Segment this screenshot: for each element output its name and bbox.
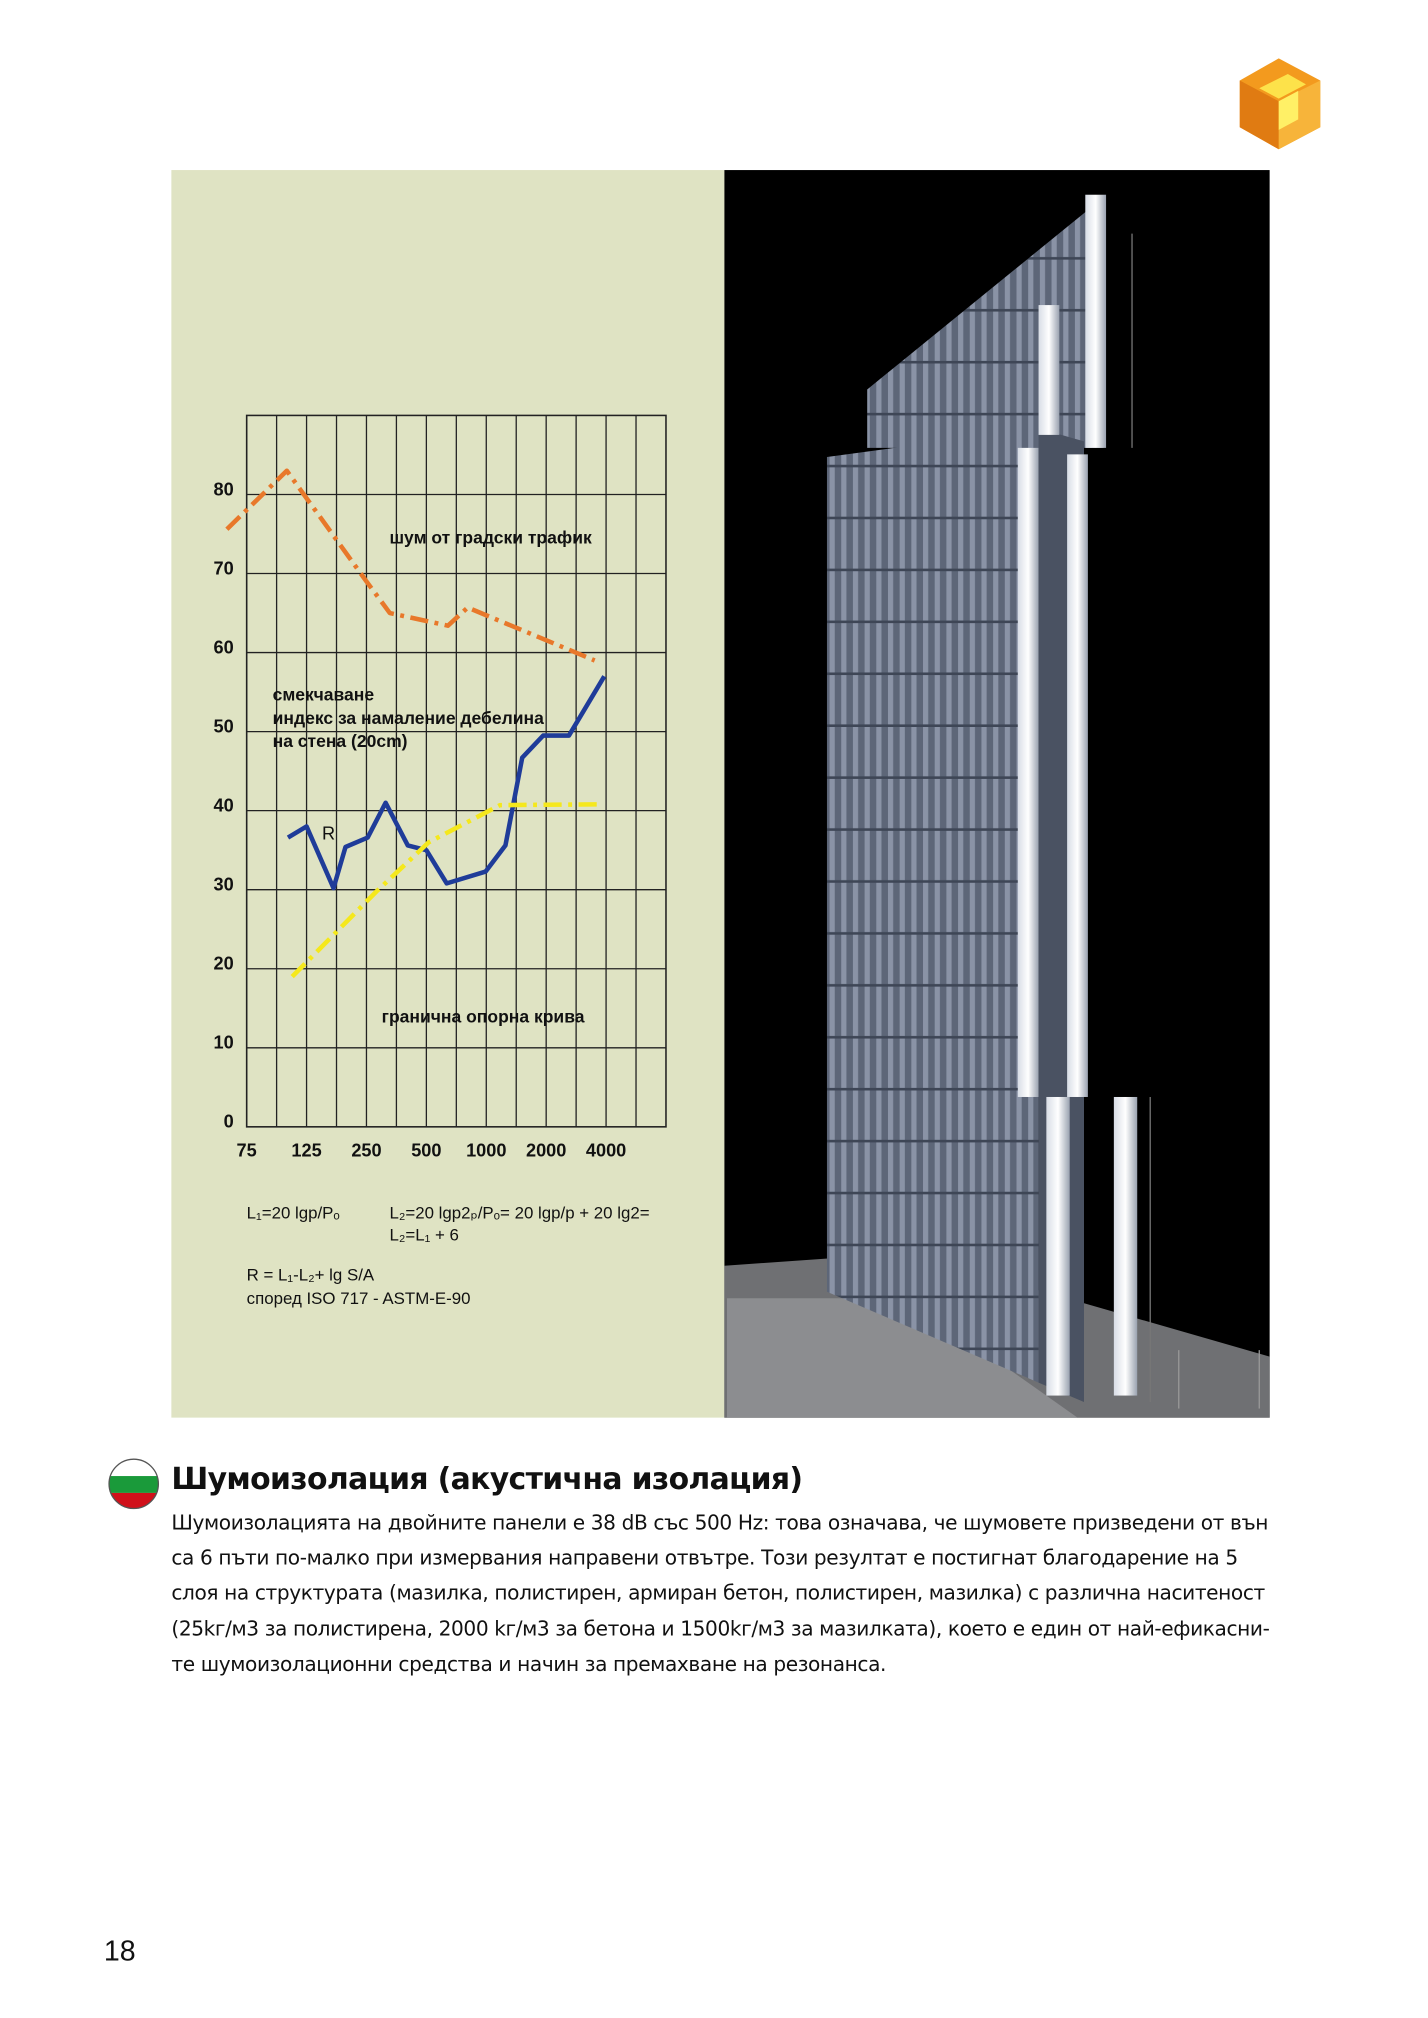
series-label: R <box>322 824 335 844</box>
annotation: индекс за намаление дебелина <box>273 708 544 728</box>
x-tick-label: 2000 <box>526 1141 566 1161</box>
text-line: Шумоизолацията на двойните панели е 38 d… <box>171 1511 1269 1535</box>
y-tick-label: 80 <box>213 479 233 499</box>
text-line: са 6 пъти по-малко при измервания направ… <box>171 1546 1238 1570</box>
x-tick-label: 250 <box>351 1141 381 1161</box>
y-tick-label: 10 <box>213 1033 233 1053</box>
formula: L₂=L₁ + 6 <box>389 1225 458 1244</box>
page-number: 18 <box>103 1934 136 1967</box>
formula: според ISO 717 - ASTM-E-90 <box>247 1289 471 1308</box>
y-tick-label: 70 <box>213 558 233 578</box>
text-line: те шумоизолационни средства и начин за п… <box>171 1652 887 1676</box>
photo <box>724 170 1270 1418</box>
y-tick-label: 60 <box>213 637 233 657</box>
y-tick-label: 30 <box>213 875 233 895</box>
y-tick-label: 50 <box>213 717 233 737</box>
series-line <box>286 675 607 891</box>
annotation: на стена (20cm) <box>273 731 408 751</box>
chart-panel <box>171 170 725 1418</box>
body-text: Шумоизолацията на двойните панели е 38 d… <box>171 1506 1274 1683</box>
formula: R = L₁-L₂+ lg S/A <box>247 1266 375 1285</box>
x-tick-label: 1000 <box>466 1141 506 1161</box>
chart: 0 10 20 30 40 50 60 70 80 75 125 250 500 1000 2000 4000… <box>213 414 667 1308</box>
series-label: гранична опорна крива <box>382 1006 585 1026</box>
series-label: шум от градски трафик <box>389 527 592 547</box>
y-tick-label: 0 <box>224 1112 234 1132</box>
heading: Шумоизолация (акустична изолация) <box>171 1463 803 1497</box>
x-tick-label: 4000 <box>586 1141 626 1161</box>
y-tick-label: 40 <box>213 796 233 816</box>
text-line: (25kг/м3 за полистирена, 2000 kг/м3 за б… <box>171 1617 1270 1641</box>
text-line: слоя на структурата (мазилка, полистирен… <box>171 1581 1265 1606</box>
logo-icon <box>1239 58 1321 150</box>
series-line <box>225 468 596 663</box>
annotation: смекчаване <box>273 684 375 704</box>
x-tick-label: 500 <box>411 1141 441 1161</box>
flag-icon <box>108 1458 160 1510</box>
formula: L₁=20 lgp/Pₒ <box>247 1203 340 1222</box>
y-tick-label: 20 <box>213 954 233 974</box>
x-tick-label: 125 <box>291 1141 321 1161</box>
series-line <box>290 802 602 979</box>
formula: L₂=20 lgp2ₚ/Pₒ= 20 lgp/p + 20 lg2= <box>389 1203 649 1222</box>
x-tick-label: 75 <box>237 1141 257 1161</box>
